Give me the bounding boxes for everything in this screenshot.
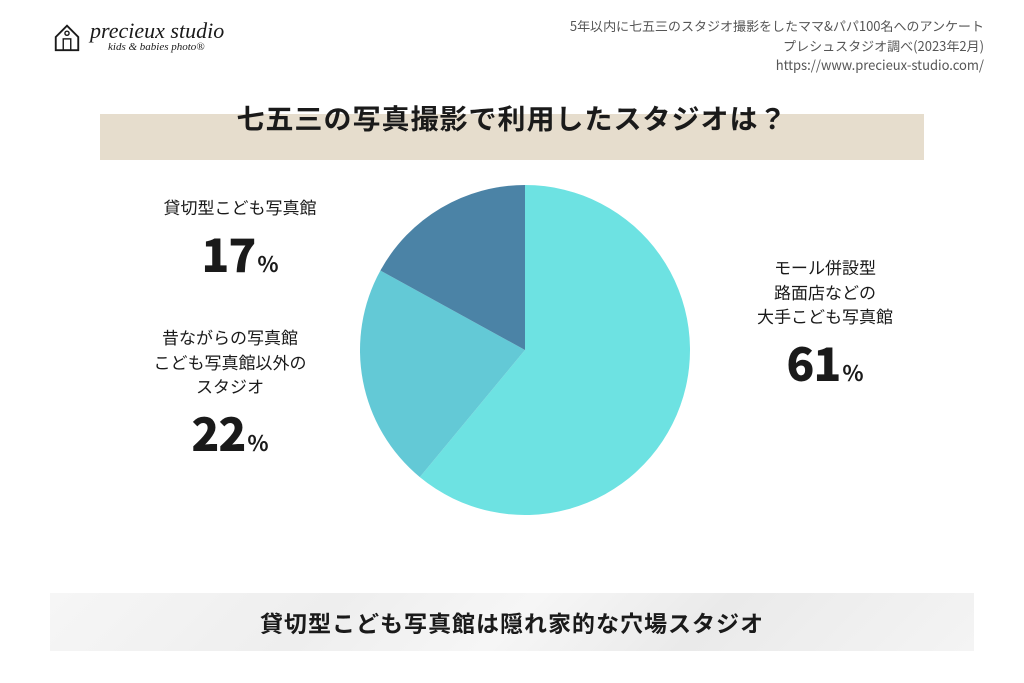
chart-area: 貸切型こども写真館 17% 昔ながらの写真館 こども写真館以外の スタジオ 22… — [0, 175, 1024, 575]
meta-line-1: 5年以内に七五三のスタジオ撮影をしたママ&パパ100名へのアンケート — [570, 16, 984, 36]
slice-label-private: 貸切型こども写真館 17% — [140, 195, 340, 286]
logo-sub: kids & babies photo® — [108, 42, 224, 53]
slice-label-mall: モール併設型 路面店などの 大手こども写真館 61% — [720, 255, 930, 396]
pct-value: 22 — [191, 399, 245, 466]
pct-unit: % — [247, 426, 268, 458]
label-text: 貸切型こども写真館 — [140, 195, 340, 220]
meta-line-3: https://www.precieux-studio.com/ — [570, 55, 984, 75]
chart-title: 七五三の写真撮影で利用したスタジオは？ — [0, 98, 1024, 138]
pct-value: 61 — [786, 329, 840, 396]
footer-text: 貸切型こども写真館は隠れ家的な穴場スタジオ — [260, 605, 764, 639]
label-text: モール併設型 — [720, 255, 930, 280]
label-text: こども写真館以外の — [120, 350, 340, 375]
label-pct-wrap: 22% — [120, 399, 340, 466]
footer-band: 貸切型こども写真館は隠れ家的な穴場スタジオ — [50, 593, 974, 651]
meta-line-2: プレシュスタジオ調べ(2023年2月) — [570, 36, 984, 56]
pct-value: 17 — [201, 220, 255, 287]
house-icon — [52, 22, 82, 52]
label-pct-wrap: 61% — [720, 329, 930, 396]
logo: precieux studio kids & babies photo® — [52, 20, 224, 53]
pie-chart — [360, 185, 690, 515]
header: precieux studio kids & babies photo® 5年以… — [0, 16, 1024, 76]
logo-main: precieux studio — [90, 20, 224, 42]
slice-label-traditional: 昔ながらの写真館 こども写真館以外の スタジオ 22% — [120, 325, 340, 466]
logo-text: precieux studio kids & babies photo® — [90, 20, 224, 53]
label-text: 路面店などの — [720, 280, 930, 305]
pct-unit: % — [257, 247, 278, 279]
label-text: 昔ながらの写真館 — [120, 325, 340, 350]
label-pct-wrap: 17% — [140, 220, 340, 287]
label-text: 大手こども写真館 — [720, 304, 930, 329]
pct-unit: % — [842, 356, 863, 388]
survey-meta: 5年以内に七五三のスタジオ撮影をしたママ&パパ100名へのアンケート プレシュス… — [570, 16, 984, 75]
label-text: スタジオ — [120, 374, 340, 399]
